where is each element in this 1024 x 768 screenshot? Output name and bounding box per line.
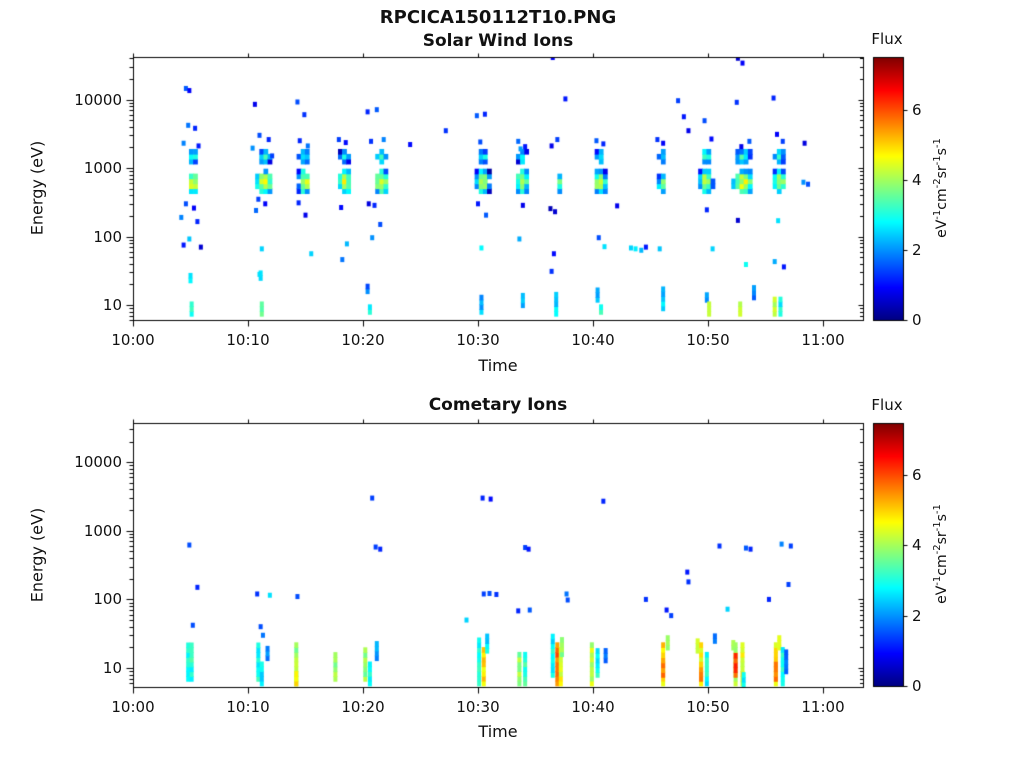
x-tick-label: 10:50 xyxy=(686,698,730,716)
y-tick-label: 10 xyxy=(102,659,122,677)
colorbar2-label: Flux xyxy=(871,396,903,414)
y-tick-label: 1000 xyxy=(83,159,122,177)
x-tick-label: 10:20 xyxy=(341,698,385,716)
x-tick-label: 11:00 xyxy=(801,331,845,349)
y-tick-label: 10000 xyxy=(74,90,122,109)
y-tick-label: 100 xyxy=(93,227,122,246)
colorbar1-units: eV-1cm-2sr-1s-1 xyxy=(932,138,950,238)
x-tick-label: 10:10 xyxy=(226,331,270,349)
x-tick-label: 10:00 xyxy=(111,331,155,349)
colorbar-tick-label: 0 xyxy=(912,677,922,695)
colorbar-tick-label: 4 xyxy=(912,171,922,189)
colorbar-tick-label: 4 xyxy=(912,536,922,555)
x-tick-label: 10:30 xyxy=(456,698,500,716)
x-tick-label: 10:40 xyxy=(571,331,615,349)
plot2-x-axis-label: Time xyxy=(478,722,518,741)
x-tick-label: 10:20 xyxy=(341,331,385,349)
colorbar1-label: Flux xyxy=(871,30,903,48)
colorbar-tick-label: 6 xyxy=(912,101,922,119)
plot2-title: Cometary Ions xyxy=(428,395,568,415)
x-tick-label: 11:00 xyxy=(801,698,845,716)
x-tick-label: 10:00 xyxy=(111,698,155,716)
x-tick-label: 10:10 xyxy=(226,698,270,716)
figure-title: RPCICA150112T10.PNG xyxy=(379,7,617,28)
plot1-y-axis-label: Energy (eV) xyxy=(27,140,47,236)
y-tick-label: 10000 xyxy=(74,453,122,472)
y-tick-label: 100 xyxy=(93,590,122,609)
x-tick-label: 10:50 xyxy=(686,331,730,349)
colorbar-tick-label: 6 xyxy=(912,465,922,484)
y-tick-label: 10 xyxy=(102,296,122,314)
plot1-x-axis-label: Time xyxy=(478,356,518,375)
colorbar2-units: eV-1cm-2sr-1s-1 xyxy=(932,504,950,604)
colorbar-tick-label: 2 xyxy=(912,241,922,259)
y-tick-label: 1000 xyxy=(83,521,122,540)
colorbar-tick-label: 0 xyxy=(912,311,922,329)
colorbar-tick-label: 2 xyxy=(912,606,922,625)
plot2-y-axis-label: Energy (eV) xyxy=(27,507,47,603)
x-tick-label: 10:40 xyxy=(571,698,615,716)
x-tick-label: 10:30 xyxy=(456,331,500,349)
plot1-title: Solar Wind Ions xyxy=(422,31,574,51)
